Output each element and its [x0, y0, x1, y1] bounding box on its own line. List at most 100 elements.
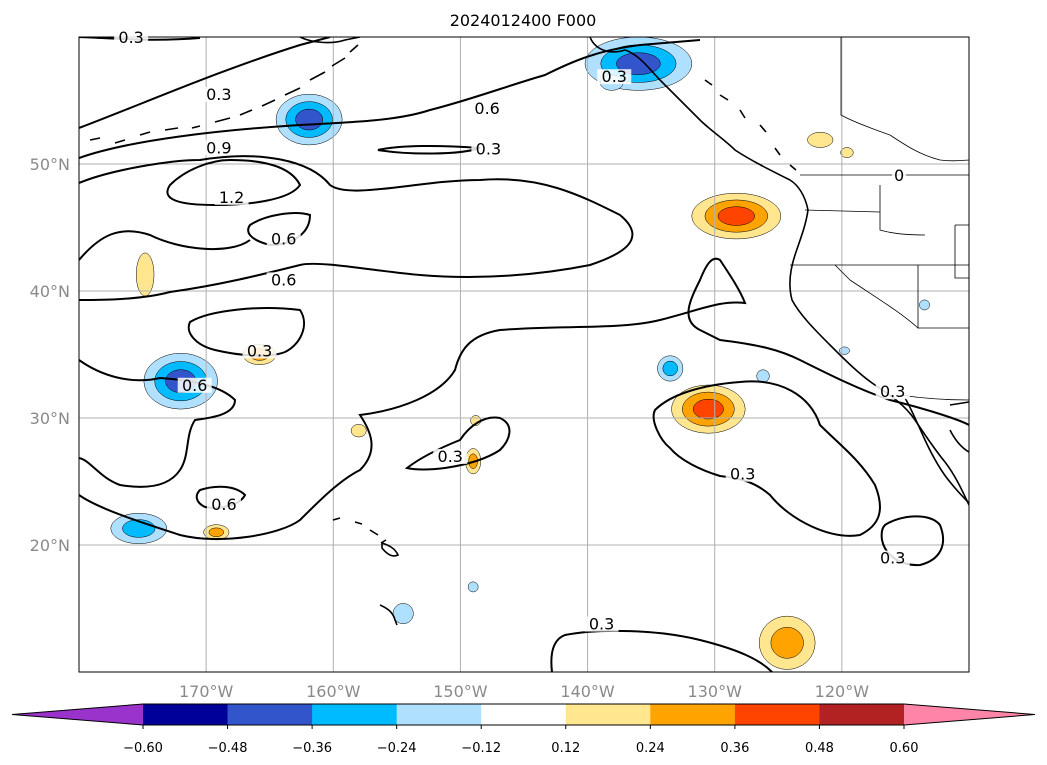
contour-label: 0.3: [476, 140, 501, 159]
contour-label-bg: [206, 497, 241, 513]
anomaly-patch: [350, 424, 367, 438]
contour-line: [79, 37, 331, 129]
contour-label: 0.3: [880, 382, 905, 401]
contour-label-bg: [875, 550, 910, 566]
contour-label-bg: [725, 466, 760, 482]
contour-label: 0.9: [206, 138, 231, 157]
contour-line: [79, 155, 634, 301]
anomaly-fill: [467, 581, 479, 593]
colorbar-tick-label: −0.36: [292, 741, 332, 756]
lon-tick-label: 170°W: [179, 682, 234, 701]
contour-label: 0.3: [602, 67, 627, 86]
anomaly-patch: [756, 369, 770, 383]
colorbar-tick-label: 0.48: [805, 741, 834, 756]
contour-label: 0.3: [118, 28, 143, 47]
colorbar-segment: [143, 704, 229, 725]
lon-tick-label: 140°W: [560, 682, 615, 701]
nevada-border: [834, 264, 919, 329]
anomaly-fill: [135, 252, 155, 297]
lat-tick-label: 20°N: [30, 536, 70, 555]
colorbar-segment: [734, 704, 820, 725]
contour-line: [652, 380, 881, 537]
contour-label-bg: [892, 168, 907, 184]
contour-label: 1.2: [219, 188, 244, 207]
colorbar-extend-low: [12, 704, 143, 725]
contour-label-bg: [433, 448, 468, 464]
alaska-coast: [299, 37, 361, 44]
anomaly-patch: [467, 581, 479, 593]
anomaly-patch: [657, 355, 684, 382]
contour-labels: 0.3 0.3 0.6 0.9 0.3 1.2 0.6 0.6 0.3 0.3 0.6 0.6 0.3 0…: [114, 28, 910, 634]
contour-label-bg: [875, 384, 910, 400]
contour-label: 0.3: [438, 447, 463, 466]
colorbar-tick-label: −0.12: [461, 741, 501, 756]
colorbar-tick-label: 0.36: [720, 741, 749, 756]
colorbar-segment: [565, 704, 651, 725]
contour-line: [79, 257, 969, 540]
contour-label-bg: [114, 29, 149, 45]
colorbar-tick-label: 0.60: [890, 741, 919, 756]
contour-label: 0: [894, 166, 904, 185]
map-area: 0.3 0.3 0.6 0.9 0.3 1.2 0.6 0.6 0.3 0.3 0.6 0.6 0.3 0…: [78, 28, 970, 673]
map-frame: [78, 36, 970, 673]
contour-label-bg: [584, 616, 619, 632]
colorbar-segment: [819, 704, 905, 725]
contour-label-bg: [177, 377, 212, 393]
lat-tick-label: 40°N: [30, 282, 70, 301]
contour-label-bg: [597, 69, 632, 85]
contour-lines: [79, 37, 969, 672]
colorbar-segment: [396, 704, 482, 725]
contour-label: 0.6: [474, 99, 499, 118]
contour-label-bg: [214, 189, 249, 205]
coastlines: [89, 37, 969, 626]
anomaly-patch: [275, 93, 343, 146]
contour-line: [79, 359, 237, 488]
contour-label: 0.3: [206, 85, 231, 104]
colorbar-segment: [650, 704, 736, 725]
political-borders: [790, 37, 969, 401]
anomaly-fill: [839, 346, 850, 355]
colorbar-tick-label: −0.60: [123, 741, 163, 756]
contour-label-bg: [266, 231, 301, 247]
alaska-panhandle-coast: [589, 37, 969, 506]
contour-line: [880, 515, 945, 567]
lat-tick-label: 50°N: [30, 155, 70, 174]
alaska-canada-border: [840, 37, 969, 162]
mexico-coast: [949, 401, 969, 453]
contour-label: 0.6: [211, 495, 236, 514]
contour-label: 0.3: [730, 465, 755, 484]
colorbar-extend-high: [904, 704, 1035, 725]
colorbar-tick-label: 0.24: [636, 741, 665, 756]
anomaly-patch: [807, 132, 834, 148]
anomaly-fill: [807, 132, 834, 148]
lat-tick-label: 30°N: [30, 409, 70, 428]
anomaly-fill: [692, 398, 724, 420]
anomaly-patch: [392, 603, 414, 624]
contour-line: [79, 230, 251, 261]
lon-tick-label: 130°W: [688, 682, 743, 701]
anomaly-fill: [295, 108, 323, 131]
anomaly-patch: [840, 147, 854, 158]
anomaly-patch: [758, 615, 816, 670]
anomaly-fill: [208, 527, 224, 537]
lon-tick-label: 150°W: [433, 682, 488, 701]
contour-label-bg: [470, 100, 505, 116]
figure-title: 2024012400 F000: [450, 11, 597, 30]
contour-label-bg: [242, 343, 277, 359]
colorbar-segment: [227, 704, 313, 725]
anomaly-patch: [839, 346, 850, 355]
contour-line: [187, 307, 305, 357]
anomaly-patch: [691, 192, 782, 240]
contour-label: 0.6: [182, 376, 207, 395]
colorbar: −0.60 −0.48 −0.36 −0.24 −0.12 0.12 0.24 0.36 0.4…: [11, 703, 1036, 756]
contour-label: 0.6: [271, 230, 296, 249]
contour-label-bg: [471, 141, 506, 157]
anomaly-fill: [662, 360, 678, 377]
lon-tick-label: 160°W: [306, 682, 361, 701]
anomaly-fill: [392, 603, 414, 624]
anomaly-fill: [919, 299, 930, 311]
british-columbia-islands: [704, 79, 797, 171]
colorbar-tick-label: −0.24: [377, 741, 417, 756]
hawaii-islands: [332, 517, 400, 557]
